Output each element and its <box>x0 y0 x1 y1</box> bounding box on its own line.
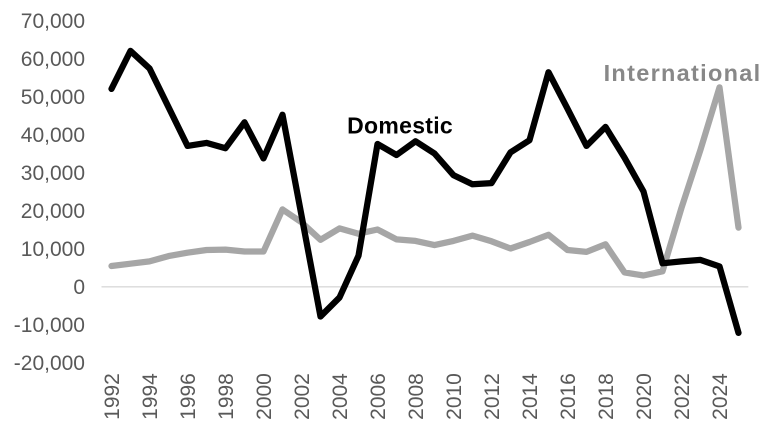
svg-text:50,000: 50,000 <box>21 86 85 109</box>
svg-text:2012: 2012 <box>481 373 504 420</box>
svg-text:Domestic: Domestic <box>347 113 453 139</box>
svg-text:2024: 2024 <box>709 373 732 420</box>
svg-text:2000: 2000 <box>253 373 276 420</box>
svg-text:70,000: 70,000 <box>21 10 85 33</box>
svg-text:2014: 2014 <box>519 373 542 420</box>
svg-text:2022: 2022 <box>671 373 694 420</box>
svg-text:2020: 2020 <box>633 373 656 420</box>
svg-text:0: 0 <box>73 276 85 299</box>
svg-text:20,000: 20,000 <box>21 200 85 223</box>
svg-text:2016: 2016 <box>557 373 580 420</box>
svg-text:1994: 1994 <box>139 373 162 420</box>
svg-text:-20,000: -20,000 <box>14 352 85 375</box>
svg-text:2010: 2010 <box>443 373 466 420</box>
svg-text:2008: 2008 <box>405 373 428 420</box>
svg-text:2004: 2004 <box>329 373 352 420</box>
svg-text:2006: 2006 <box>367 373 390 420</box>
svg-text:1992: 1992 <box>101 373 124 420</box>
svg-text:60,000: 60,000 <box>21 48 85 71</box>
svg-text:2002: 2002 <box>291 373 314 420</box>
svg-text:40,000: 40,000 <box>21 124 85 147</box>
svg-text:30,000: 30,000 <box>21 162 85 185</box>
svg-text:1996: 1996 <box>177 373 200 420</box>
svg-text:2018: 2018 <box>595 373 618 420</box>
svg-text:International: International <box>604 60 762 86</box>
svg-text:1998: 1998 <box>215 373 238 420</box>
svg-text:10,000: 10,000 <box>21 238 85 261</box>
svg-text:-10,000: -10,000 <box>14 314 85 337</box>
